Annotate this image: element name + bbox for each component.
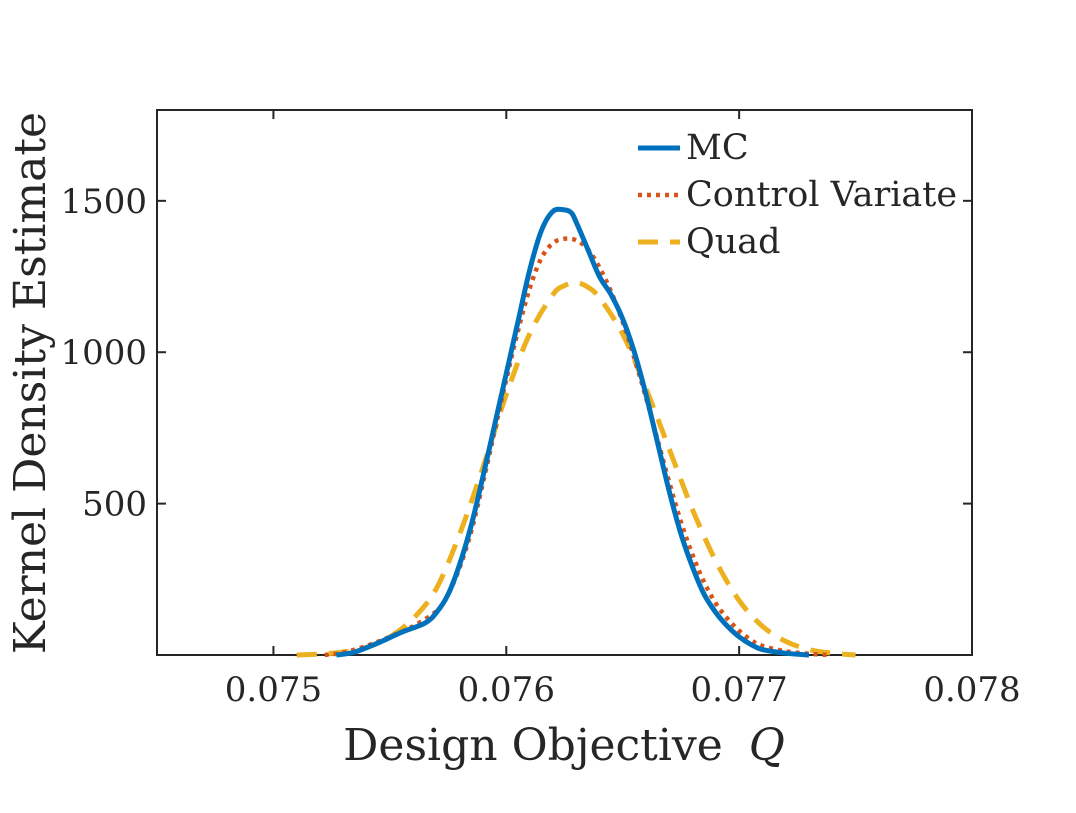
x-tick-label: 0.075 — [225, 670, 322, 710]
legend: MC Control Variate Quad — [638, 128, 957, 262]
y-tick-label: 500 — [82, 485, 147, 525]
legend-label: Quad — [686, 222, 781, 262]
x-axis-ticks: 0.075 0.076 0.077 0.078 — [225, 110, 1021, 710]
x-axis-label: Design Objective Q — [343, 720, 785, 771]
x-axis-label-text: Design Objective — [343, 720, 723, 771]
y-tick-label: 1500 — [60, 182, 147, 222]
series-line-mc — [335, 206, 810, 658]
plot-area — [156, 109, 973, 656]
legend-label: MC — [686, 128, 749, 168]
y-axis-label: Kernel Density Estimate — [5, 112, 56, 654]
x-axis-label-var: Q — [749, 720, 785, 771]
y-axis-ticks: 500 1000 1500 — [60, 182, 972, 525]
x-tick-label: 0.078 — [923, 670, 1020, 710]
axes-box — [156, 109, 973, 656]
y-tick-label: 1000 — [60, 333, 147, 373]
legend-label: Control Variate — [686, 175, 957, 215]
x-tick-label: 0.076 — [458, 670, 555, 710]
x-tick-label: 0.077 — [690, 670, 787, 710]
curves — [296, 206, 856, 658]
